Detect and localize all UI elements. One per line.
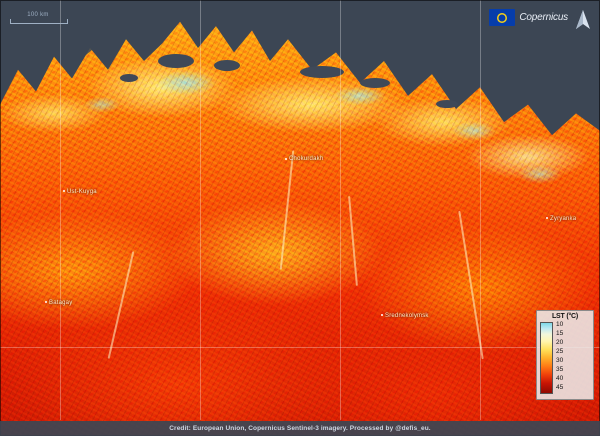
graticule-line — [60, 0, 61, 420]
city-marker-dot — [285, 157, 287, 160]
legend-tick-labels: 10 15 20 25 30 35 40 45 — [556, 321, 564, 392]
graticule-line — [480, 0, 481, 420]
legend-tick: 15 — [556, 330, 564, 338]
nodata-inlet — [158, 54, 194, 68]
north-arrow-icon — [573, 9, 593, 31]
city-marker-dot — [63, 190, 65, 193]
graticule-line — [0, 347, 600, 348]
city-label: Ust-Kuyga — [63, 189, 97, 195]
city-marker-dot — [381, 314, 383, 317]
city-label-text: Srednekolymsk — [385, 313, 429, 320]
scale-bar-label: 100 km — [27, 12, 49, 18]
city-label: Srednekolymsk — [381, 313, 429, 319]
nodata-inlet — [300, 66, 344, 78]
city-marker-dot — [45, 301, 47, 304]
legend-tick: 25 — [556, 348, 564, 356]
nodata-inlet — [360, 78, 390, 88]
nodata-inlet — [436, 100, 458, 108]
legend-tick: 35 — [556, 366, 564, 374]
city-label-text: Chokurdakh — [289, 156, 324, 163]
scale-bar: 100 km — [10, 12, 68, 24]
legend-colorbar — [540, 322, 553, 394]
nodata-inlet — [214, 60, 240, 71]
city-label-text: Ust-Kuyga — [67, 188, 97, 195]
legend-tick: 30 — [556, 357, 564, 365]
legend-tick: 40 — [556, 375, 564, 383]
city-label: Chokurdakh — [285, 156, 323, 162]
graticule-line — [340, 0, 341, 420]
nodata-inlet — [120, 74, 138, 82]
credit-bar: Credit: European Union, Copernicus Senti… — [0, 421, 600, 436]
legend-title: LST (°C) — [551, 313, 579, 320]
copernicus-wordmark: Copernicus — [519, 12, 568, 23]
city-label: Zyryanka — [546, 216, 576, 222]
eu-flag-icon — [489, 9, 516, 26]
lst-legend: LST (°C) 10 15 20 25 30 35 40 45 — [536, 310, 594, 400]
eu-stars-ring — [497, 13, 507, 23]
legend-tick: 20 — [556, 339, 564, 347]
legend-tick: 10 — [556, 321, 564, 328]
city-label: Batagay — [45, 300, 72, 306]
legend-tick: 45 — [556, 384, 564, 392]
graticule-line — [200, 0, 201, 420]
city-marker-dot — [546, 217, 548, 220]
copernicus-logo: Copernicus — [489, 9, 568, 26]
scale-bar-graphic — [10, 19, 68, 24]
city-label-text: Batagay — [49, 299, 73, 306]
credit-text: Credit: European Union, Copernicus Senti… — [169, 425, 431, 432]
city-label-text: Zyryanka — [550, 215, 577, 222]
